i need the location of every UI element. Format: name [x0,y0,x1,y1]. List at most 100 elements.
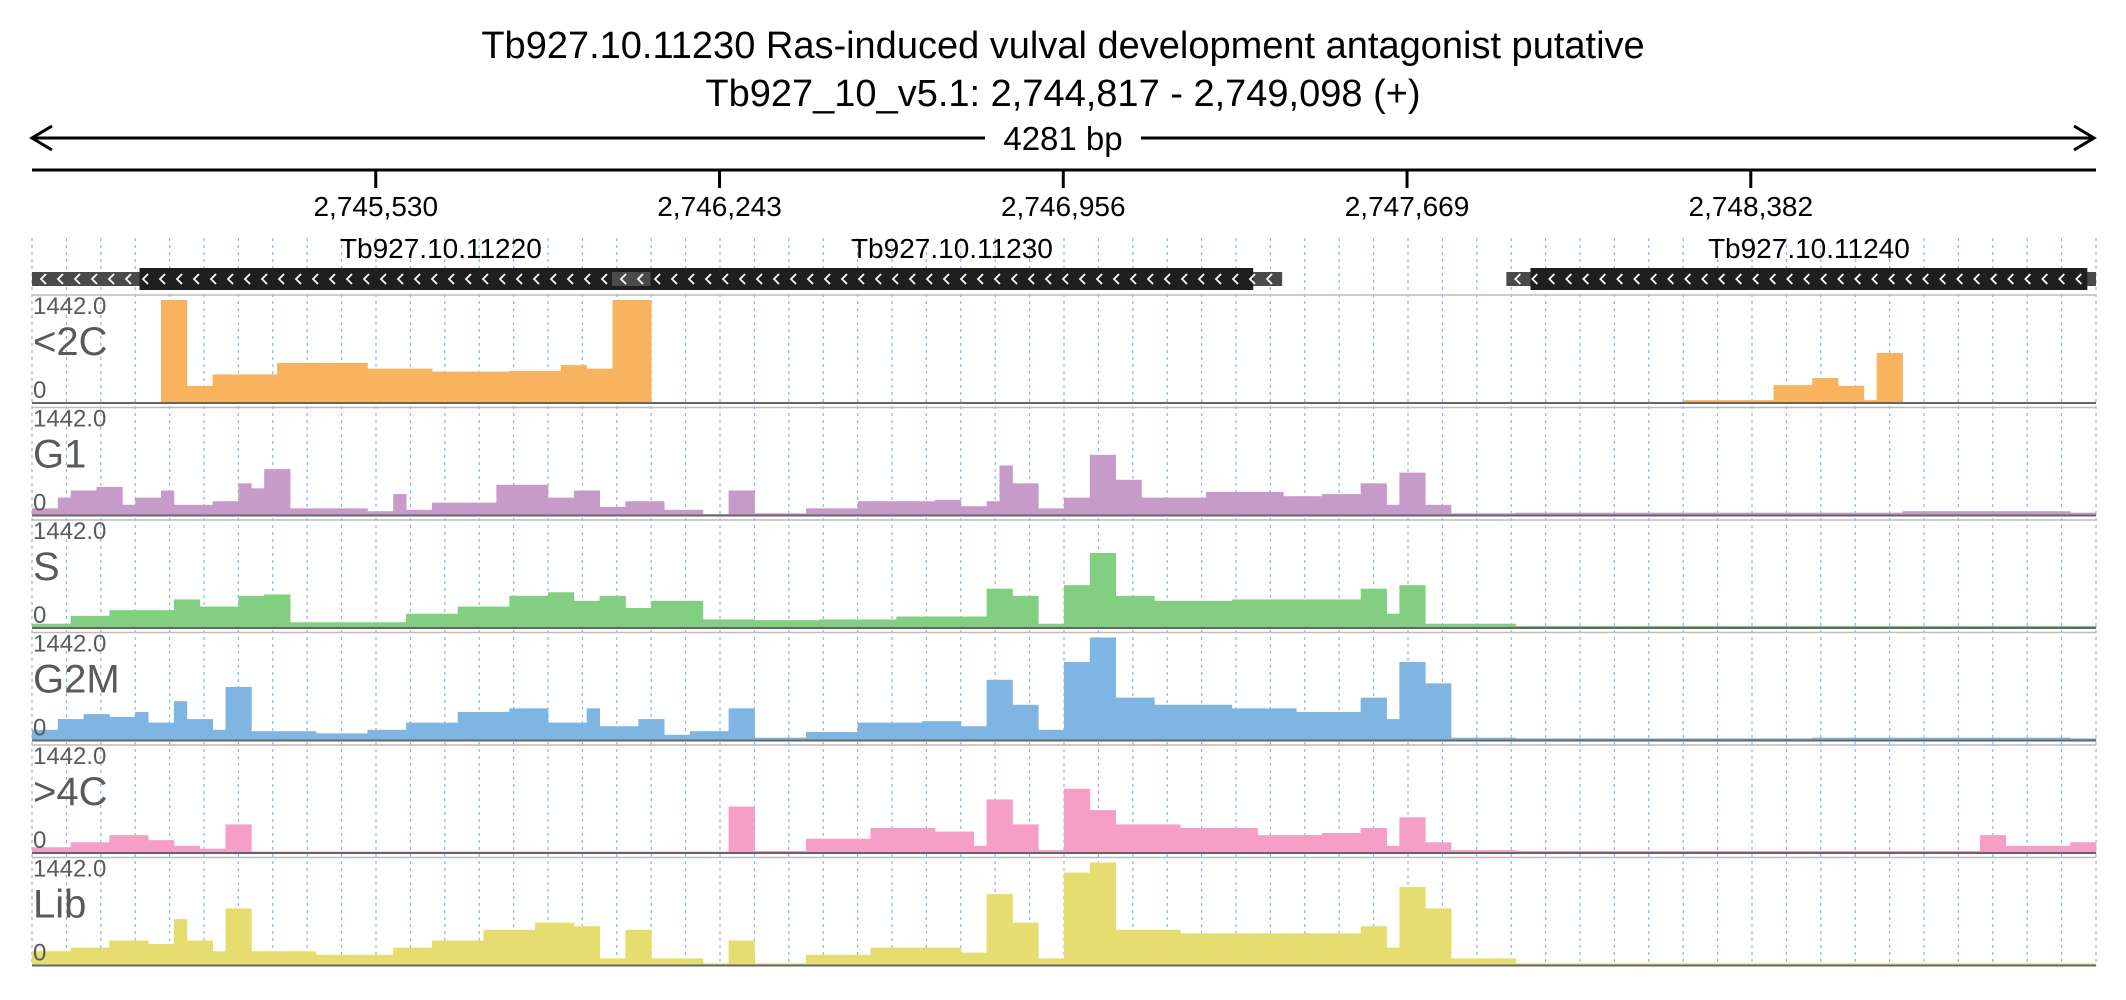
coverage-bar [302,951,317,966]
coverage-bar [1051,958,1065,966]
coverage-bar [1064,788,1078,853]
coverage-bar [1567,738,1581,741]
coverage-bar [1180,933,1194,966]
coverage-bar [1412,817,1426,853]
gene-label: Tb927.10.11230 [851,233,1053,264]
coverage-bar [806,731,820,741]
track-name-label: G2M [33,658,120,702]
strand-arrow [772,273,780,285]
strand-arrow [481,273,489,285]
coverage-track-4: 1442.0>4C 0 [32,743,2097,854]
coverage-bar [1231,491,1245,516]
coverage-bar [1089,637,1104,741]
coverage-bar [225,374,239,403]
coverage-bar [315,363,330,403]
coverage-bar [767,620,781,628]
coverage-bar [1193,497,1207,516]
coverage-bar [1902,850,1916,853]
coverage-bar [1180,704,1194,741]
coverage-bar [419,368,433,403]
coverage-bar [870,947,884,966]
coverage-bar [290,508,304,516]
coverage-bar [1025,595,1039,628]
coverage-bar [1631,738,1645,741]
coverage-bar [1657,625,1671,628]
coverage-bar [2031,511,2045,516]
coverage-bar [1128,824,1142,853]
coverage-bar [1863,625,1878,628]
coverage-bar [1760,850,1774,853]
coverage-bar [1076,585,1091,628]
plot-title: Tb927.10.11230 Ras-induced vulval develo… [481,25,1644,67]
coverage-bar [1928,625,1942,628]
coverage-bar [1296,711,1310,741]
track-name-label: G1 [33,433,86,477]
coverage-bar [1592,963,1607,966]
coverage-bar [315,622,330,628]
coverage-bar [2070,512,2084,516]
coverage-bar [444,502,459,516]
coverage-bar [315,954,330,966]
coverage-bar [199,848,213,853]
coverage-bar [199,504,213,516]
strand-arrow [1752,273,1759,285]
coverage-bar [1838,963,1852,966]
coverage-bar [935,831,949,853]
strand-arrow [566,273,574,285]
coverage-bar [393,494,407,516]
coordinate-ruler: 2,745,530 2,746,243 2,746,956 2,747,669 2,74… [32,168,2096,222]
coverage-bar [1218,600,1233,628]
coverage-bar [1476,850,1491,853]
coverage-bar [290,622,304,628]
coverage-bar [896,828,910,853]
strand-arrow [430,273,438,285]
coverage-bar [1734,963,1749,966]
coverage-bar [32,951,46,966]
coverage-bar [896,501,910,516]
coverage-bar [1592,738,1607,741]
coverage-bar [1928,737,1942,741]
coverage-bar [767,513,781,516]
coverage-bar [741,940,755,966]
coverage-bar [186,719,201,741]
coverage-bar [161,610,175,628]
coverage-bar [96,714,110,741]
coverage-bar [457,940,471,966]
coverage-bar [1605,963,1620,966]
coverage-bar [1115,697,1129,741]
coverage-bar [1360,828,1374,853]
coverage-bar [870,722,884,741]
coverage-bar [251,731,265,741]
coverage-bar [1334,833,1349,853]
coverage-bar [522,370,536,403]
coverage-bar [1683,512,1697,516]
coverage-bar [444,722,459,741]
coverage-bar [1915,737,1929,741]
coverage-bar [638,608,652,628]
coverage-bar [857,838,871,853]
coverage-bar [1657,963,1671,966]
gene-model-Tb927.10.11240: Tb927.10.11240 [1506,233,2096,290]
coverage-bar [1218,828,1233,853]
coverage-bar [1296,599,1310,628]
coverage-bar [522,595,536,628]
coverage-bar [406,947,420,966]
coverage-bar [1773,512,1787,516]
coverage-bar [251,951,265,966]
coverage-bar [1683,625,1697,628]
coverage-bar [1541,512,1555,516]
coverage-bar [560,722,575,741]
coverage-bar [1515,738,1529,741]
coverage-bar [238,374,252,403]
coverage-bar [1696,738,1710,741]
coverage-bar [354,733,368,741]
coverage-bar [1502,737,1516,741]
coverage-bar [1567,512,1581,516]
coverage-bar [315,733,330,741]
coverage-bar [702,619,717,628]
coverage-bar [1889,850,1903,853]
coverage-bar [1825,512,1839,516]
coverage-bar [264,731,278,741]
coverage-bar [135,610,149,628]
coverage-bar [1322,599,1336,628]
